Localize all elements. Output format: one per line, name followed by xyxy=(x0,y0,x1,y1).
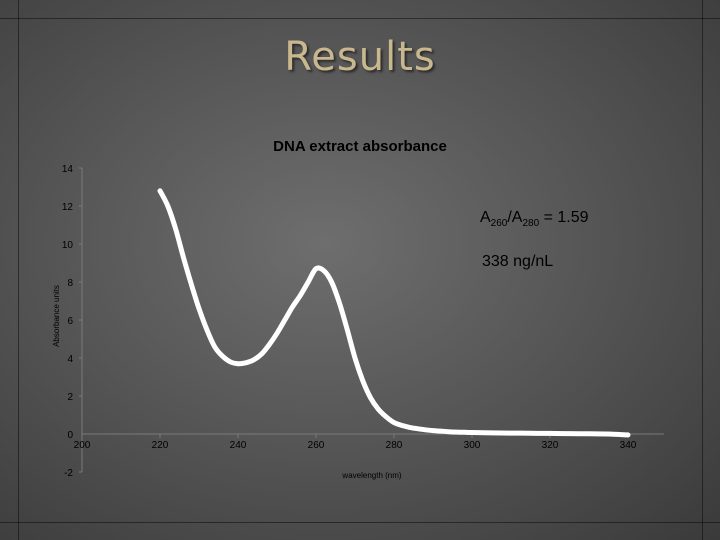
y-axis-label: Absorbance units xyxy=(52,285,61,347)
y-tick-label: 12 xyxy=(62,202,74,213)
concentration-annotation: 338 ng/nL xyxy=(482,253,554,270)
y-ticks: -2 0 2 4 6 8 10 12 14 xyxy=(62,164,82,479)
ratio-value: = 1.59 xyxy=(539,209,589,226)
ratio-sub-260: 260 xyxy=(490,218,508,230)
x-tick-label: 280 xyxy=(386,440,403,451)
y-tick-label: 6 xyxy=(67,316,73,327)
absorbance-curve xyxy=(157,188,631,438)
y-tick-label: 14 xyxy=(62,164,74,175)
slide-title: Results xyxy=(284,34,436,80)
ratio-a: A xyxy=(480,209,491,226)
chart-title: DNA extract absorbance xyxy=(273,138,447,155)
x-ticks: 200 220 240 260 280 300 320 340 xyxy=(74,434,637,451)
frame-line-left xyxy=(18,0,19,540)
x-axis-label: wavelength (nm) xyxy=(341,471,401,480)
frame-line-right xyxy=(702,0,703,540)
x-tick-label: 320 xyxy=(542,440,559,451)
y-tick-label: 0 xyxy=(67,430,73,441)
y-tick-label: 10 xyxy=(62,240,74,251)
ratio-sub-280: 280 xyxy=(522,218,540,230)
frame-line-bottom xyxy=(0,522,720,523)
x-tick-label: 340 xyxy=(620,440,637,451)
frame-line-top xyxy=(0,18,720,19)
x-tick-label: 260 xyxy=(308,440,325,451)
ratio-annotation: A260/A280 = 1.59 xyxy=(480,209,589,229)
y-tick-label: 8 xyxy=(67,278,73,289)
x-tick-label: 300 xyxy=(464,440,481,451)
x-tick-label: 240 xyxy=(230,440,247,451)
x-tick-label: 200 xyxy=(74,440,91,451)
ratio-slash: /A xyxy=(507,209,523,226)
y-tick-label: 4 xyxy=(67,354,73,365)
y-tick-label: 2 xyxy=(67,392,73,403)
y-tick-label: -2 xyxy=(64,468,73,479)
x-tick-label: 220 xyxy=(152,440,169,451)
